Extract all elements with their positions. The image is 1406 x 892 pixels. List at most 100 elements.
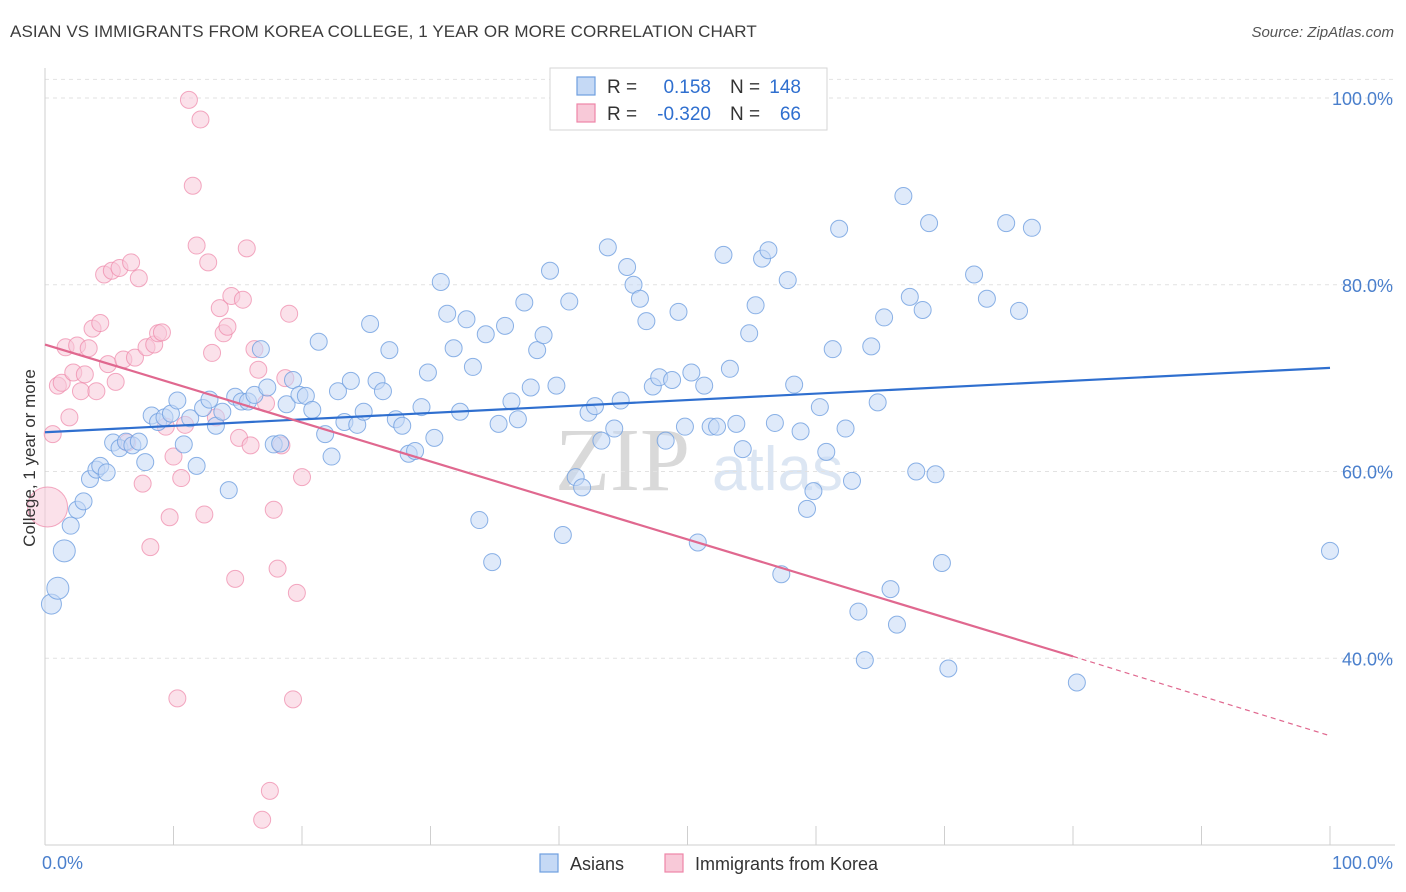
korea-point <box>226 569 245 588</box>
korea-point <box>280 304 299 323</box>
asian-point <box>168 391 187 410</box>
asian-point <box>438 304 457 323</box>
asian-point <box>708 417 727 436</box>
asian-point <box>61 516 80 535</box>
stats-legend: R = 0.158 N = 148 R = -0.320 N = 66 <box>549 67 828 131</box>
asian-point <box>611 391 630 410</box>
bottom-legend: Asians Immigrants from Korea <box>539 853 879 874</box>
asian-point <box>277 395 296 414</box>
korea-point <box>237 239 256 258</box>
asian-point <box>181 409 200 428</box>
korea-point <box>141 538 160 557</box>
korea-r-label: R = <box>607 104 637 125</box>
korea-legend-swatch <box>576 103 596 123</box>
korea-series-points <box>27 90 311 829</box>
asian-point <box>412 398 431 417</box>
asian-point <box>361 314 380 333</box>
asian-point <box>727 414 746 433</box>
asian-point <box>393 416 412 435</box>
asian-point <box>380 341 399 360</box>
asian-point <box>425 428 444 447</box>
asian-point <box>470 511 489 530</box>
bottom-legend-korea-label: Immigrants from Korea <box>695 854 879 874</box>
asian-point <box>862 337 881 356</box>
asian-point <box>553 525 572 544</box>
y-tick-label-100: 100.0% <box>1332 89 1393 109</box>
asian-point <box>373 382 392 401</box>
asian-point <box>823 340 842 359</box>
asian-point <box>541 261 560 280</box>
asian-point <box>341 371 360 390</box>
korea-point <box>287 583 306 602</box>
y-tick-label-40: 40.0% <box>1342 649 1393 669</box>
korea-point <box>129 269 148 288</box>
asian-point <box>618 258 637 277</box>
asians-legend-swatch <box>576 76 596 96</box>
asian-point <box>521 378 540 397</box>
asians-trend-line <box>44 366 1331 434</box>
asian-point <box>598 238 617 257</box>
korea-point <box>241 436 260 455</box>
korea-point <box>75 365 94 384</box>
korea-point <box>91 314 110 333</box>
asian-point <box>997 214 1016 233</box>
korea-point <box>218 317 237 336</box>
asian-point <box>765 413 784 432</box>
korea-point <box>172 469 191 488</box>
asian-point <box>219 481 238 500</box>
asian-point <box>894 187 913 206</box>
asian-point <box>740 324 759 343</box>
asian-point <box>46 576 70 600</box>
asian-point <box>920 214 939 233</box>
korea-point <box>264 500 283 519</box>
asian-point <box>463 357 482 376</box>
asian-point <box>881 580 900 599</box>
korea-point <box>268 559 287 578</box>
korea-point <box>249 360 268 379</box>
korea-point <box>199 253 218 272</box>
korea-point <box>195 505 214 524</box>
asian-point <box>798 499 817 518</box>
asian-point <box>830 219 849 238</box>
y-tick-label-60: 60.0% <box>1342 463 1393 483</box>
asian-point <box>791 422 810 441</box>
asian-point <box>746 296 765 315</box>
x-tick-label-max: 100.0% <box>1332 853 1393 873</box>
asian-point <box>733 440 752 459</box>
korea-point <box>203 343 222 362</box>
asian-point <box>675 417 694 436</box>
asian-point <box>483 553 502 572</box>
asian-point <box>97 463 116 482</box>
asian-point <box>669 302 688 321</box>
asian-point <box>695 376 714 395</box>
asian-point <box>515 293 534 312</box>
asian-point <box>251 340 270 359</box>
bottom-legend-korea-swatch <box>664 853 684 873</box>
asian-point <box>663 370 682 389</box>
asian-point <box>875 308 894 327</box>
korea-point <box>43 425 62 444</box>
korea-point <box>293 468 311 487</box>
korea-point <box>71 382 90 401</box>
korea-point <box>79 339 98 358</box>
asian-point <box>187 456 206 475</box>
korea-point <box>122 253 141 272</box>
asian-point <box>720 359 739 378</box>
asian-point <box>74 492 93 511</box>
asian-point <box>810 398 829 417</box>
asian-point <box>913 300 932 319</box>
asian-point <box>476 325 495 344</box>
asian-point <box>213 402 232 421</box>
asian-point <box>502 392 521 411</box>
axes: 40.0% 60.0% 80.0% 100.0% <box>44 68 1395 846</box>
asian-point <box>528 341 547 360</box>
asian-point <box>258 378 277 397</box>
bottom-legend-asians-label: Asians <box>570 854 624 874</box>
korea-point <box>168 689 187 708</box>
asian-point <box>303 400 322 419</box>
chart-source: Source: ZipAtlas.com <box>1251 24 1394 41</box>
asian-point <box>804 482 823 501</box>
asian-point <box>932 554 951 573</box>
asian-point <box>1321 541 1339 560</box>
